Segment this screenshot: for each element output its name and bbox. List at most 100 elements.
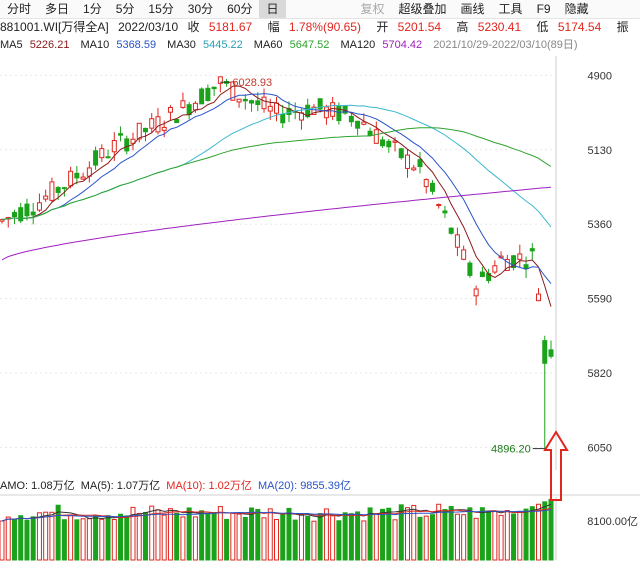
- candle-body: [448, 227, 454, 234]
- volume-bar: [361, 520, 367, 561]
- volume-bar: [149, 505, 155, 561]
- candle-body: [43, 195, 49, 200]
- chart-annotations: 6028.93 4896.20: [220, 77, 569, 501]
- volume-bar: [504, 510, 510, 561]
- volume-bar: [280, 513, 286, 561]
- candle-body: [230, 81, 236, 101]
- volume-bar: [161, 514, 167, 561]
- index-code: 881001.WI[万得全A]: [0, 20, 109, 34]
- candle-body: [423, 179, 429, 188]
- period-tab-multiday[interactable]: 多日: [45, 2, 70, 16]
- volume-bar: [124, 515, 130, 561]
- candle-body: [280, 113, 286, 124]
- candle-body: [361, 121, 367, 125]
- chart-grid: [0, 56, 557, 470]
- volume-bar: [323, 508, 329, 561]
- amo-label: AMO: 1.08万亿: [0, 480, 75, 492]
- candle-body: [105, 156, 111, 159]
- candle-body: [61, 187, 67, 190]
- candle-body: [467, 262, 473, 276]
- period-tab-30min[interactable]: 30分: [187, 2, 214, 16]
- candle-body: [0, 219, 5, 222]
- ma60-line: [1, 127, 552, 221]
- volume-bar: [74, 519, 80, 561]
- candle-body: [74, 172, 80, 179]
- volume-bar: [61, 519, 67, 561]
- ma60-value: 5647.52: [289, 39, 330, 51]
- ma-info-bar: MA5 5226.21 MA10 5368.59 MA30 5445.22 MA…: [0, 37, 640, 53]
- volume-bar: [355, 511, 361, 561]
- vol-ma5-label: MA(5): 1.07万亿: [80, 480, 161, 492]
- ma10-value: 5368.59: [116, 39, 157, 51]
- overlay-button[interactable]: 超级叠加: [398, 2, 447, 16]
- volume-bar: [511, 513, 517, 561]
- volume-bar: [111, 519, 117, 561]
- volume-bar: [461, 514, 467, 561]
- period-tab-1min[interactable]: 1分: [83, 2, 102, 16]
- price-candles: [0, 76, 554, 449]
- volume-bar: [230, 512, 236, 561]
- f9-button[interactable]: F9: [536, 2, 551, 16]
- volume-bar: [292, 519, 298, 561]
- volume-bar: [192, 516, 198, 561]
- ma30-value: 5445.22: [202, 39, 243, 51]
- candle-body: [192, 102, 198, 111]
- price-tick-label: 5360: [588, 219, 612, 231]
- volume-bar: [43, 511, 49, 561]
- adjust-button[interactable]: 复权: [360, 2, 385, 16]
- candle-body: [30, 211, 36, 216]
- candle-body: [529, 248, 535, 252]
- volume-bar: [11, 518, 17, 561]
- candle-body: [523, 264, 529, 269]
- candle-body: [18, 207, 24, 222]
- period-tab-intraday[interactable]: 分时: [7, 2, 32, 16]
- volume-bar: [298, 513, 304, 561]
- candle-body: [149, 118, 155, 129]
- candle-body: [504, 258, 510, 271]
- volume-bar: [118, 513, 124, 561]
- candle-body: [311, 106, 317, 116]
- volume-bar: [405, 507, 411, 561]
- close-label: 收: [187, 20, 200, 34]
- period-tab-15min[interactable]: 15分: [148, 2, 174, 16]
- period-tab-60min[interactable]: 60分: [227, 2, 253, 16]
- candle-body: [386, 140, 392, 148]
- volume-bar: [454, 513, 460, 561]
- volume-bar: [498, 514, 504, 561]
- volume-bar: [274, 518, 279, 561]
- candle-body: [167, 106, 173, 113]
- candle-body: [461, 249, 467, 260]
- low-value: 5174.54: [557, 20, 602, 34]
- volume-info-bar: AMO: 1.08万亿 MA(5): 1.07万亿 MA(10): 1.02万亿…: [0, 479, 560, 494]
- tools-button[interactable]: 工具: [498, 2, 523, 16]
- draw-line-button[interactable]: 画线: [460, 2, 485, 16]
- candle-body: [473, 288, 479, 297]
- candle-body: [130, 138, 136, 144]
- ma60-label: MA60: [253, 39, 283, 51]
- ma120-value: 5704.42: [382, 39, 423, 51]
- volume-bar: [167, 508, 173, 561]
- candle-body: [548, 349, 554, 357]
- price-tick-label: 6050: [588, 442, 612, 454]
- volume-bar: [5, 516, 11, 561]
- candle-body: [249, 100, 255, 104]
- volume-bar: [80, 518, 86, 561]
- volume-bar: [392, 519, 398, 561]
- volume-bar: [305, 515, 311, 561]
- candle-body: [118, 133, 124, 136]
- volume-bar: [411, 504, 417, 561]
- volume-bar: [105, 515, 111, 561]
- period-tab-daily[interactable]: 日: [259, 0, 286, 18]
- candle-body: [68, 170, 74, 187]
- hide-button[interactable]: 隐藏: [564, 2, 589, 16]
- candle-body: [511, 255, 517, 269]
- candle-body: [305, 104, 311, 118]
- volume-bar: [49, 511, 55, 561]
- volume-bar: [380, 508, 386, 561]
- candle-body: [24, 203, 30, 217]
- ma10-label: MA10: [80, 39, 110, 51]
- candle-body: [261, 96, 267, 110]
- candle-body: [292, 110, 298, 113]
- period-tab-5min[interactable]: 5分: [115, 2, 135, 16]
- high-value: 5230.41: [477, 20, 522, 34]
